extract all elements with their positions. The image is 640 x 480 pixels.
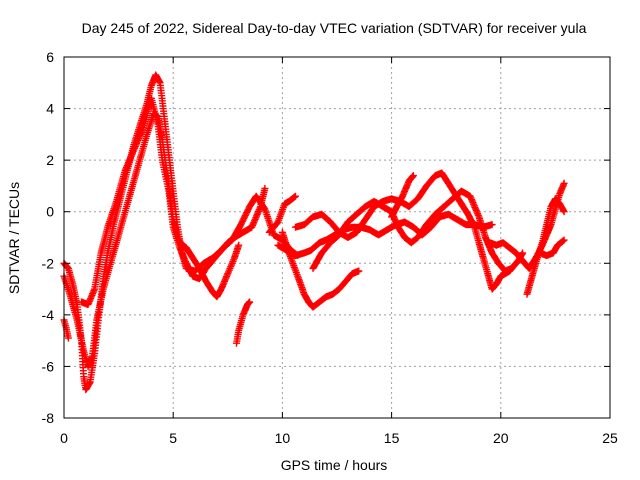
- series-track-9: [388, 172, 417, 221]
- series-track-2: [60, 110, 243, 370]
- series-track-4: [265, 192, 299, 236]
- x-tick-label: 10: [275, 430, 291, 446]
- data-point-markers: [388, 172, 417, 221]
- y-tick-label: -6: [42, 358, 55, 374]
- series-track-11: [523, 195, 568, 298]
- x-tick-label: 0: [60, 430, 68, 446]
- y-tick-label: -8: [42, 410, 55, 426]
- data-point-markers: [60, 110, 243, 370]
- data-point-markers: [523, 195, 568, 298]
- x-tick-label: 25: [602, 430, 618, 446]
- data-point-markers: [309, 187, 516, 275]
- x-tick-label: 5: [169, 430, 177, 446]
- chart-title: Day 245 of 2022, Sidereal Day-to-day VTE…: [82, 20, 587, 36]
- series-track-3: [78, 94, 302, 308]
- series-track-14: [233, 298, 254, 347]
- y-tick-label: 6: [46, 49, 54, 65]
- y-tick-label: 2: [46, 152, 54, 168]
- y-axis-label: SDTVAR / TECUs: [6, 182, 22, 294]
- x-tick-label: 20: [493, 430, 509, 446]
- series-track-13: [60, 316, 72, 342]
- data-point-markers: [536, 236, 568, 259]
- y-tick-label: -4: [42, 307, 55, 323]
- data-marks: [60, 71, 568, 394]
- axis-ticks: 0 5 10 15 20 25 -8 -6 -4 -2 0 2 4 6: [42, 49, 618, 446]
- data-point-markers: [60, 316, 72, 342]
- x-tick-label: 15: [384, 430, 400, 446]
- data-point-markers: [78, 94, 302, 308]
- plot-frame: [63, 56, 611, 419]
- data-point-markers: [265, 192, 299, 236]
- series-track-12: [536, 236, 568, 259]
- x-axis-label: GPS time / hours: [281, 457, 388, 473]
- data-point-markers: [233, 298, 254, 347]
- grid: [64, 57, 610, 418]
- y-tick-label: -2: [42, 255, 55, 271]
- series-track-8: [309, 187, 516, 275]
- y-tick-label: 4: [46, 101, 54, 117]
- y-tick-label: 0: [46, 204, 54, 220]
